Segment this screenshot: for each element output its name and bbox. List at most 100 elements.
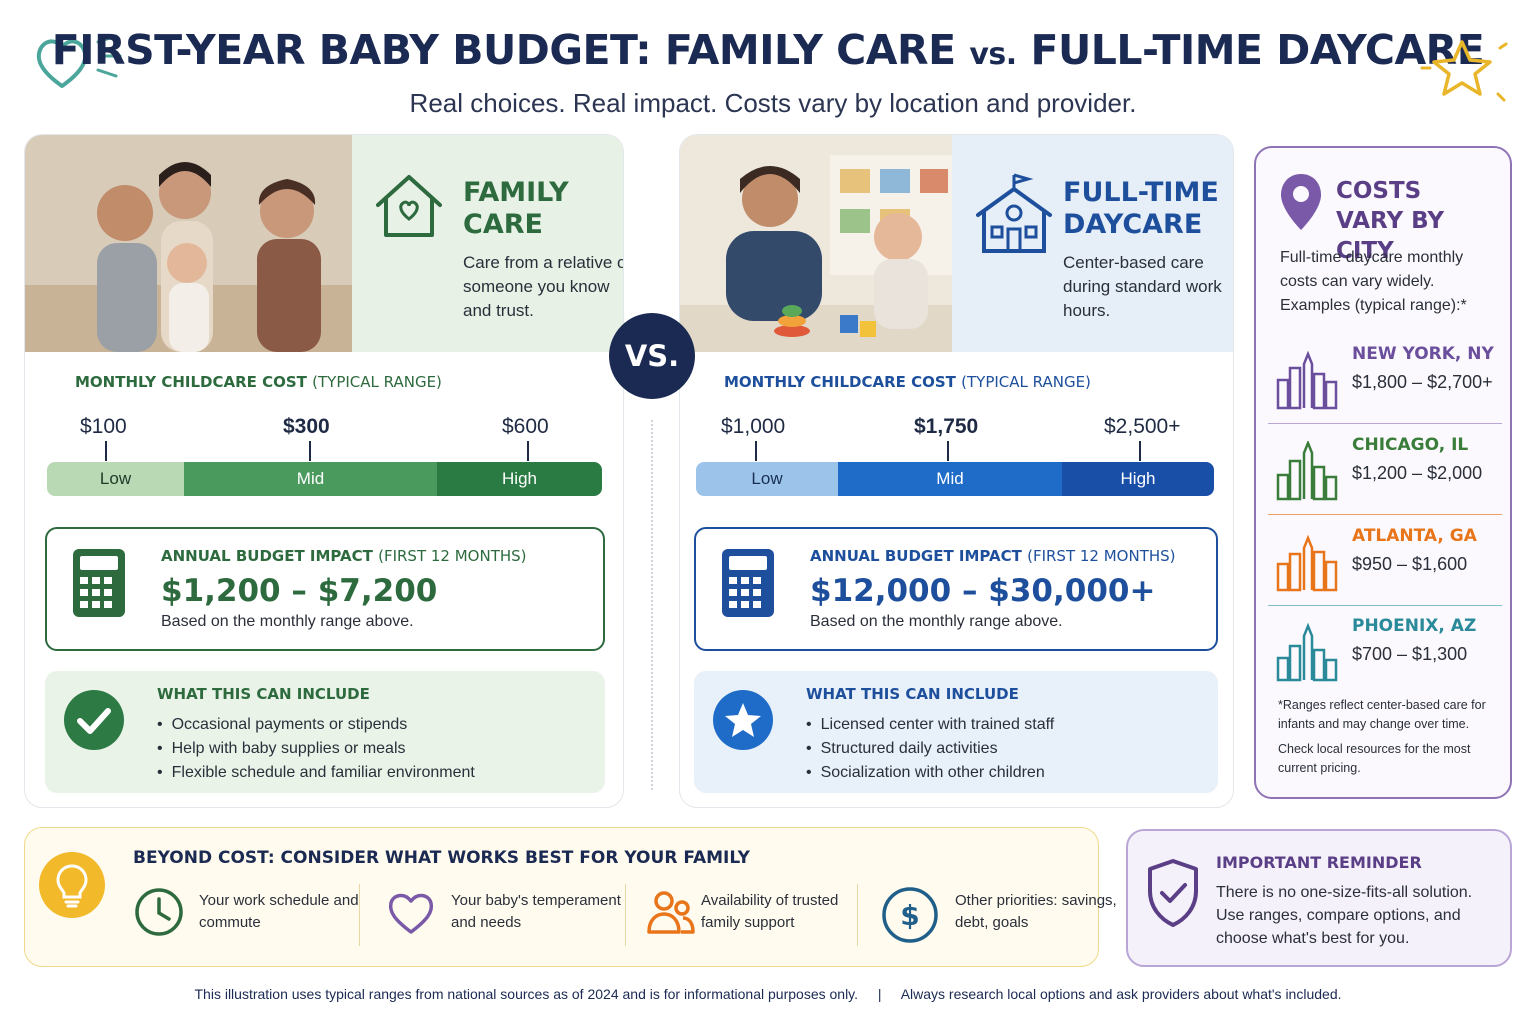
daycare-header: FULL-TIME DAYCARE Center-based care duri…: [952, 135, 1233, 352]
factor-text: Availability of trusted family support: [701, 892, 839, 931]
heart-icon: [388, 893, 434, 934]
svg-text:$: $: [900, 899, 919, 932]
divider: [651, 420, 653, 790]
star-doodle-icon: [1420, 40, 1508, 102]
impact-label: ANNUAL BUDGET IMPACT (FIRST 12 MONTHS): [161, 547, 527, 565]
daycare-tick-high: $2,500+: [1104, 415, 1181, 438]
row-separator: [1268, 514, 1502, 515]
list-item: Occasional payments or stipends: [157, 713, 475, 737]
calculator-icon: [722, 549, 774, 617]
lightbulb-icon: [39, 852, 105, 918]
skyline-icon: [1276, 350, 1338, 410]
include-list: Occasional payments or stipends Help wit…: [157, 713, 475, 785]
divider: [857, 884, 858, 946]
band-mid: Mid: [838, 462, 1062, 496]
daycare-tick-mid: $1,750: [914, 415, 979, 438]
footer-left: This illustration uses typical ranges fr…: [194, 986, 859, 1002]
family-care-header: FAMILY CARE Care from a relative or some…: [352, 135, 624, 352]
city-name: CHICAGO, IL: [1352, 435, 1469, 455]
family-annual-impact: ANNUAL BUDGET IMPACT (FIRST 12 MONTHS) $…: [45, 527, 605, 651]
reminder-text: There is no one-size-fits-all solution. …: [1216, 884, 1473, 947]
beyond-cost-panel: BEYOND COST: CONSIDER WHAT WORKS BEST FO…: [24, 827, 1117, 967]
family-tick-low: $100: [80, 415, 127, 438]
divider: [359, 884, 360, 946]
daycare-include-box: WHAT THIS CAN INCLUDE Licensed center wi…: [694, 671, 1218, 793]
city-name: NEW YORK, NY: [1352, 344, 1494, 364]
row-separator: [1268, 423, 1502, 424]
city-card-title: COSTS VARY BY CITY: [1336, 178, 1445, 264]
daycare-tick-low: $1,000: [721, 415, 786, 438]
city-range: $1,200 – $2,000: [1352, 463, 1483, 483]
impact-note: Based on the monthly range above.: [161, 613, 414, 630]
family-care-title: FAMILY CARE: [463, 177, 569, 240]
heart-doodle-icon: [36, 34, 122, 88]
band-high: High: [437, 462, 602, 496]
factor-temperament: Your baby's temperament and needs: [385, 886, 621, 946]
city-row-atlanta: ATLANTA, GA $950 – $1,600: [1268, 518, 1502, 606]
factor-text: Other priorities: savings, debt, goals: [955, 892, 1117, 931]
tick-marker: [947, 441, 949, 461]
daycare-impact-value: $12,000 – $30,000+: [810, 573, 1156, 609]
include-list: Licensed center with trained staff Struc…: [806, 713, 1055, 785]
people-icon: [647, 891, 695, 934]
city-row-phoenix: PHOENIX, AZ $700 – $1,300: [1268, 608, 1502, 696]
include-title: WHAT THIS CAN INCLUDE: [157, 685, 370, 703]
factor-priorities: $ Other priorities: savings, debt, goals: [881, 886, 1117, 946]
city-range: $1,800 – $2,700+: [1352, 372, 1493, 392]
city-row-chicago: CHICAGO, IL $1,200 – $2,000: [1268, 427, 1502, 515]
band-low: Low: [47, 462, 184, 496]
factor-family-support: Availability of trusted family support: [645, 886, 865, 946]
family-care-card: FAMILY CARE Care from a relative or some…: [24, 134, 624, 808]
band-low: Low: [696, 462, 838, 496]
impact-note: Based on the monthly range above.: [810, 613, 1063, 630]
family-include-box: WHAT THIS CAN INCLUDE Occasional payment…: [45, 671, 605, 793]
family-tick-high: $600: [502, 415, 549, 438]
city-range: $950 – $1,600: [1352, 554, 1468, 574]
family-care-description: Care from a relative or someone you know…: [463, 253, 624, 320]
footer-right: Always research local options and ask pr…: [900, 986, 1342, 1002]
star-icon: [713, 690, 773, 750]
city-row-new-york: NEW YORK, NY $1,800 – $2,700+: [1268, 336, 1502, 424]
house-heart-icon: [376, 175, 442, 237]
page-subtitle: Real choices. Real impact. Costs vary by…: [409, 88, 1137, 118]
include-title: WHAT THIS CAN INCLUDE: [806, 685, 1019, 703]
band-high: High: [1062, 462, 1214, 496]
skyline-icon: [1276, 534, 1338, 592]
family-impact-value: $1,200 – $7,200: [161, 573, 438, 609]
beyond-title: BEYOND COST: CONSIDER WHAT WORKS BEST FO…: [133, 848, 750, 868]
city-name: PHOENIX, AZ: [1352, 616, 1477, 636]
daycare-range-bar: Low Mid High: [696, 462, 1214, 496]
family-photo: [25, 135, 352, 352]
city-name: ATLANTA, GA: [1352, 526, 1477, 546]
footer-separator: |: [877, 986, 882, 1002]
city-costs-card: COSTS VARY BY CITY Full-time daycare mon…: [1254, 146, 1512, 799]
tick-marker: [105, 441, 107, 461]
city-range: $700 – $1,300: [1352, 644, 1468, 664]
family-tick-mid: $300: [283, 415, 330, 438]
location-pin-icon: [1281, 174, 1321, 230]
tick-marker: [1139, 441, 1141, 461]
skyline-icon: [1276, 622, 1338, 682]
factor-text: Your work schedule and commute: [199, 892, 359, 931]
divider: [625, 884, 626, 946]
city-check-note: Check local resources for the most curre…: [1278, 742, 1471, 775]
checkmark-icon: [64, 690, 124, 750]
daycare-annual-impact: ANNUAL BUDGET IMPACT (FIRST 12 MONTHS) $…: [694, 527, 1218, 651]
page-title: FIRST-YEAR BABY BUDGET: FAMILY CARE vs. …: [51, 26, 1485, 74]
schoolhouse-icon: [976, 173, 1052, 253]
skyline-icon: [1276, 441, 1338, 501]
footer-note: This illustration uses typical ranges fr…: [0, 986, 1536, 1002]
clock-icon: [135, 888, 183, 936]
list-item: Structured daily activities: [806, 737, 1054, 761]
dollar-icon: $: [882, 887, 938, 943]
tick-marker: [309, 441, 311, 461]
daycare-title: FULL-TIME DAYCARE: [1063, 177, 1219, 240]
important-reminder: IMPORTANT REMINDER There is no one-size-…: [1126, 829, 1512, 967]
daycare-card: FULL-TIME DAYCARE Center-based care duri…: [679, 134, 1234, 808]
factor-work-schedule: Your work schedule and commute: [133, 886, 359, 946]
list-item: Flexible schedule and familiar environme…: [157, 761, 475, 785]
calculator-icon: [73, 549, 125, 617]
reminder-title: IMPORTANT REMINDER: [1216, 853, 1422, 872]
row-separator: [1268, 605, 1502, 606]
list-item: Socialization with other children: [806, 761, 1054, 785]
